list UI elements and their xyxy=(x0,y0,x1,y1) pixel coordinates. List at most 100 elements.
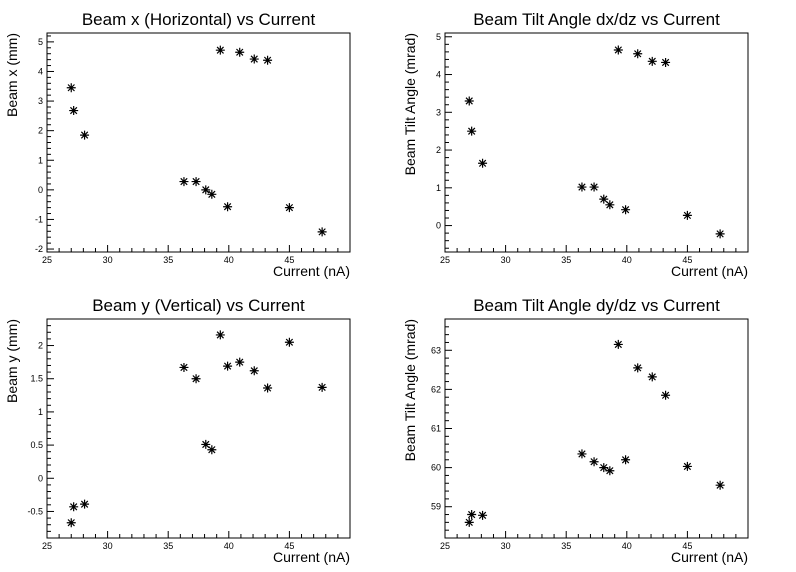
data-point xyxy=(263,383,273,393)
y-tick-label: 1.5 xyxy=(30,374,43,384)
panel-2: Beam Tilt Angle dx/dz vs Current Current … xyxy=(402,10,749,279)
data-point xyxy=(682,210,692,220)
y-axis-label: Beam Tilt Angle (mrad) xyxy=(402,319,418,461)
y-tick-label: -1 xyxy=(35,214,43,224)
data-point xyxy=(647,372,657,382)
y-tick-label: 1 xyxy=(38,155,43,165)
panel-3: Beam y (Vertical) vs Current Current (nA)… xyxy=(4,296,351,565)
y-tick-label: 62 xyxy=(431,384,441,394)
y-tick-label: 3 xyxy=(436,107,441,117)
data-point xyxy=(621,205,631,215)
data-point xyxy=(66,83,76,93)
y-tick-label: 5 xyxy=(38,37,43,47)
data-point xyxy=(599,194,609,204)
data-point xyxy=(80,130,90,140)
data-point xyxy=(589,457,599,467)
data-point xyxy=(661,390,671,400)
data-point xyxy=(613,339,623,349)
y-tick-label: 4 xyxy=(38,66,43,76)
data-point xyxy=(715,229,725,239)
data-point xyxy=(223,202,233,212)
data-point xyxy=(599,463,609,473)
data-point xyxy=(179,177,189,187)
y-tick-label: 0 xyxy=(38,185,43,195)
x-tick-label: 45 xyxy=(682,255,692,265)
data-point xyxy=(577,449,587,459)
data-point xyxy=(215,330,225,340)
data-point xyxy=(605,200,615,210)
y-tick-label: 61 xyxy=(431,424,441,434)
chart-title: Beam Tilt Angle dy/dz vs Current xyxy=(473,296,720,315)
plot-frame xyxy=(46,32,351,253)
data-point xyxy=(179,362,189,372)
x-tick-label: 35 xyxy=(561,255,571,265)
data-point xyxy=(191,177,201,187)
data-point xyxy=(201,439,211,449)
y-tick-label: 0 xyxy=(436,221,441,231)
data-point xyxy=(215,45,225,55)
x-tick-label: 30 xyxy=(103,255,113,265)
data-point xyxy=(191,374,201,384)
x-tick-label: 30 xyxy=(103,541,113,551)
data-point xyxy=(80,499,90,509)
panel-1: Beam x (Horizontal) vs Current Current (n… xyxy=(4,10,351,279)
data-point xyxy=(464,517,474,527)
data-point xyxy=(467,510,477,520)
y-tick-label: -0.5 xyxy=(27,506,43,516)
x-tick-label: 35 xyxy=(561,541,571,551)
data-point xyxy=(464,96,474,106)
x-tick-label: 30 xyxy=(501,541,511,551)
x-tick-label: 25 xyxy=(440,541,450,551)
data-point xyxy=(478,158,488,168)
data-point xyxy=(661,57,671,67)
data-point xyxy=(207,445,217,455)
y-tick-label: 2 xyxy=(436,145,441,155)
y-tick-label: 3 xyxy=(38,96,43,106)
y-axis-label: Beam x (mm) xyxy=(4,33,20,117)
data-point xyxy=(682,461,692,471)
data-point xyxy=(633,49,643,59)
y-axis-label: Beam Tilt Angle (mrad) xyxy=(402,33,418,175)
data-point xyxy=(235,357,245,367)
x-tick-label: 35 xyxy=(163,541,173,551)
y-tick-label: 60 xyxy=(431,463,441,473)
data-point xyxy=(263,55,273,65)
data-point xyxy=(621,455,631,465)
data-point xyxy=(66,518,76,528)
x-axis-label: Current (nA) xyxy=(273,549,350,565)
x-tick-label: 30 xyxy=(501,255,511,265)
data-point xyxy=(317,382,327,392)
data-point xyxy=(69,502,79,512)
data-point xyxy=(317,227,327,237)
data-point xyxy=(284,203,294,213)
plot-frame xyxy=(444,32,749,253)
x-tick-label: 45 xyxy=(284,255,294,265)
data-point xyxy=(201,185,211,195)
x-axis-label: Current (nA) xyxy=(671,263,748,279)
plot-frame xyxy=(444,318,749,539)
x-axis-label: Current (nA) xyxy=(273,263,350,279)
y-tick-label: 59 xyxy=(431,502,441,512)
y-tick-label: 1 xyxy=(436,183,441,193)
data-point xyxy=(589,182,599,192)
x-tick-label: 45 xyxy=(284,541,294,551)
y-tick-label: -2 xyxy=(35,244,43,254)
y-tick-label: 0 xyxy=(38,473,43,483)
y-tick-label: 1 xyxy=(38,407,43,417)
data-point xyxy=(235,47,245,57)
data-point xyxy=(467,126,477,136)
chart-title: Beam y (Vertical) vs Current xyxy=(92,296,305,315)
x-axis-label: Current (nA) xyxy=(671,549,748,565)
data-point xyxy=(249,366,259,376)
y-tick-label: 4 xyxy=(436,70,441,80)
x-tick-label: 25 xyxy=(42,255,52,265)
y-tick-label: 5 xyxy=(436,32,441,42)
x-tick-label: 40 xyxy=(224,541,234,551)
x-tick-label: 40 xyxy=(224,255,234,265)
plot-frame xyxy=(46,318,351,539)
x-tick-label: 40 xyxy=(622,255,632,265)
chart-title: Beam Tilt Angle dx/dz vs Current xyxy=(473,10,720,29)
y-tick-label: 2 xyxy=(38,341,43,351)
data-point xyxy=(577,182,587,192)
